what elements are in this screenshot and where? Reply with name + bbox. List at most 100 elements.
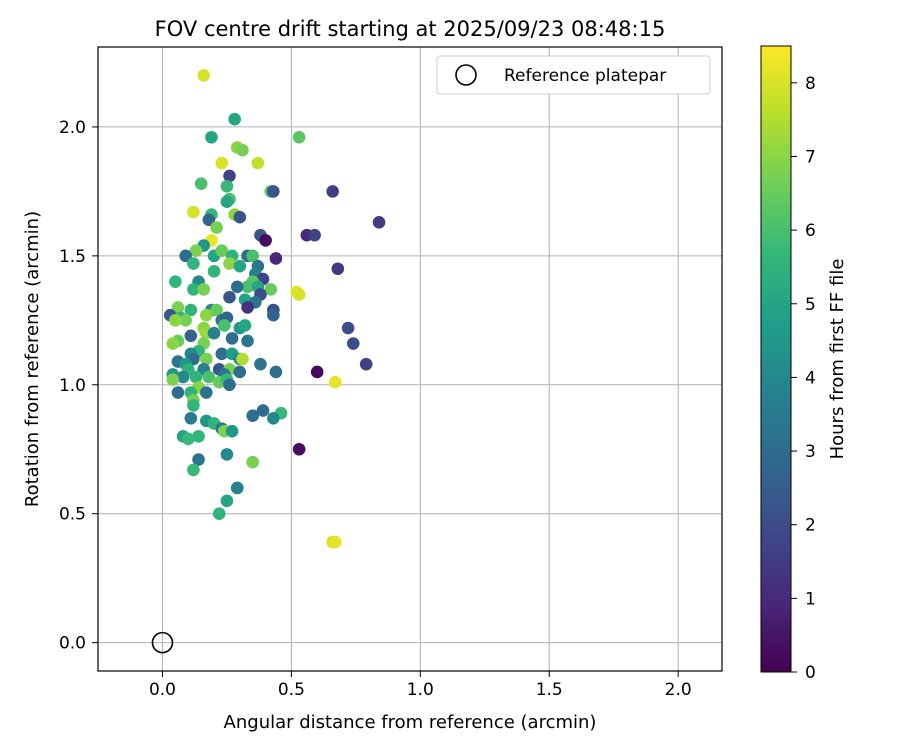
data-point bbox=[197, 283, 211, 296]
x-tick-label: 1.5 bbox=[536, 680, 563, 700]
data-point bbox=[372, 216, 386, 229]
data-point bbox=[184, 329, 198, 343]
legend-label: Reference platepar bbox=[504, 66, 666, 86]
colorbar bbox=[760, 45, 792, 673]
data-point bbox=[210, 303, 223, 317]
data-point bbox=[187, 257, 200, 270]
data-point bbox=[223, 378, 236, 392]
data-point bbox=[292, 130, 306, 144]
legend-box bbox=[436, 55, 711, 95]
data-point bbox=[259, 234, 272, 247]
data-point bbox=[202, 370, 216, 384]
data-point bbox=[192, 453, 205, 466]
data-point bbox=[187, 205, 200, 219]
data-point bbox=[171, 386, 185, 399]
data-point bbox=[210, 221, 223, 234]
data-point bbox=[192, 430, 205, 443]
colorbar-tick-label: 7 bbox=[805, 147, 816, 167]
y-tick-label: 1.0 bbox=[59, 376, 86, 396]
colorbar-tick-label: 6 bbox=[805, 221, 816, 241]
data-point bbox=[187, 399, 200, 412]
data-point bbox=[267, 185, 280, 198]
grid-lines bbox=[98, 47, 722, 671]
data-point bbox=[166, 337, 180, 350]
data-point bbox=[269, 365, 283, 379]
data-point bbox=[218, 319, 231, 332]
data-point bbox=[269, 252, 283, 265]
data-point bbox=[184, 303, 198, 317]
data-point bbox=[238, 319, 252, 332]
colorbar-tick-label: 2 bbox=[805, 516, 816, 536]
data-point bbox=[207, 326, 221, 340]
data-point bbox=[187, 283, 200, 296]
data-point bbox=[310, 365, 324, 379]
data-point bbox=[346, 337, 360, 350]
data-point bbox=[215, 244, 229, 258]
data-point bbox=[292, 288, 306, 301]
x-axis-ticks: 0.0 0.5 1.0 1.5 2.0 bbox=[149, 671, 692, 700]
y-tick-label: 2.0 bbox=[59, 118, 86, 138]
x-tick-label: 2.0 bbox=[665, 680, 692, 700]
colorbar-tick-label: 3 bbox=[805, 442, 816, 462]
data-point bbox=[176, 370, 190, 384]
data-point bbox=[181, 432, 195, 446]
data-point bbox=[223, 257, 236, 270]
data-point bbox=[359, 357, 373, 371]
data-point bbox=[233, 365, 247, 379]
data-point bbox=[267, 412, 280, 425]
data-point bbox=[220, 494, 234, 508]
data-point bbox=[326, 185, 339, 198]
data-point bbox=[169, 314, 182, 327]
data-point bbox=[166, 373, 180, 386]
data-point bbox=[233, 210, 247, 224]
y-tick-label: 0.0 bbox=[59, 634, 86, 654]
data-point bbox=[212, 507, 226, 521]
data-point bbox=[230, 280, 244, 294]
data-point bbox=[241, 280, 254, 294]
data-point bbox=[215, 347, 229, 361]
data-point bbox=[207, 265, 221, 278]
data-point bbox=[308, 228, 321, 242]
x-tick-label: 0.5 bbox=[278, 680, 305, 700]
data-point bbox=[179, 314, 192, 327]
data-point bbox=[328, 375, 342, 389]
data-point bbox=[254, 357, 267, 371]
colorbar-label: Hours from first FF file bbox=[827, 259, 848, 460]
data-point bbox=[246, 455, 260, 469]
y-axis-label: Rotation from reference (arcmin) bbox=[22, 211, 43, 507]
data-point bbox=[199, 352, 213, 366]
data-point bbox=[230, 481, 244, 495]
data-point bbox=[169, 275, 182, 288]
colorbar-ticks: 0 1 2 3 4 5 6 7 8 bbox=[791, 74, 816, 683]
data-point bbox=[189, 244, 203, 258]
data-point bbox=[236, 143, 249, 157]
colorbar-tick-label: 0 bbox=[805, 663, 816, 683]
data-point bbox=[194, 177, 208, 190]
data-point bbox=[179, 249, 192, 263]
chart-title: FOV centre drift starting at 2025/09/23 … bbox=[155, 17, 666, 41]
data-points bbox=[163, 69, 386, 549]
data-point bbox=[256, 404, 270, 417]
x-axis-label: Angular distance from reference (arcmin) bbox=[224, 712, 597, 733]
data-point bbox=[220, 195, 234, 209]
data-point bbox=[246, 249, 260, 263]
colorbar-tick-label: 5 bbox=[805, 295, 816, 315]
data-point bbox=[197, 69, 211, 82]
colorbar-tick-label: 4 bbox=[805, 368, 816, 388]
x-tick-label: 0.0 bbox=[149, 680, 176, 700]
x-tick-label: 1.0 bbox=[407, 680, 434, 700]
data-point bbox=[223, 290, 236, 304]
colorbar-tick-label: 8 bbox=[805, 74, 816, 94]
colorbar-tick-label: 1 bbox=[805, 589, 816, 609]
data-point bbox=[220, 448, 234, 461]
y-tick-label: 1.5 bbox=[59, 247, 86, 267]
data-point bbox=[189, 370, 203, 384]
data-point bbox=[328, 535, 342, 549]
data-point bbox=[292, 442, 306, 456]
data-point bbox=[187, 463, 200, 477]
data-point bbox=[267, 308, 280, 322]
data-point bbox=[225, 424, 239, 438]
legend: Reference platepar bbox=[436, 55, 711, 95]
data-point bbox=[205, 130, 218, 144]
